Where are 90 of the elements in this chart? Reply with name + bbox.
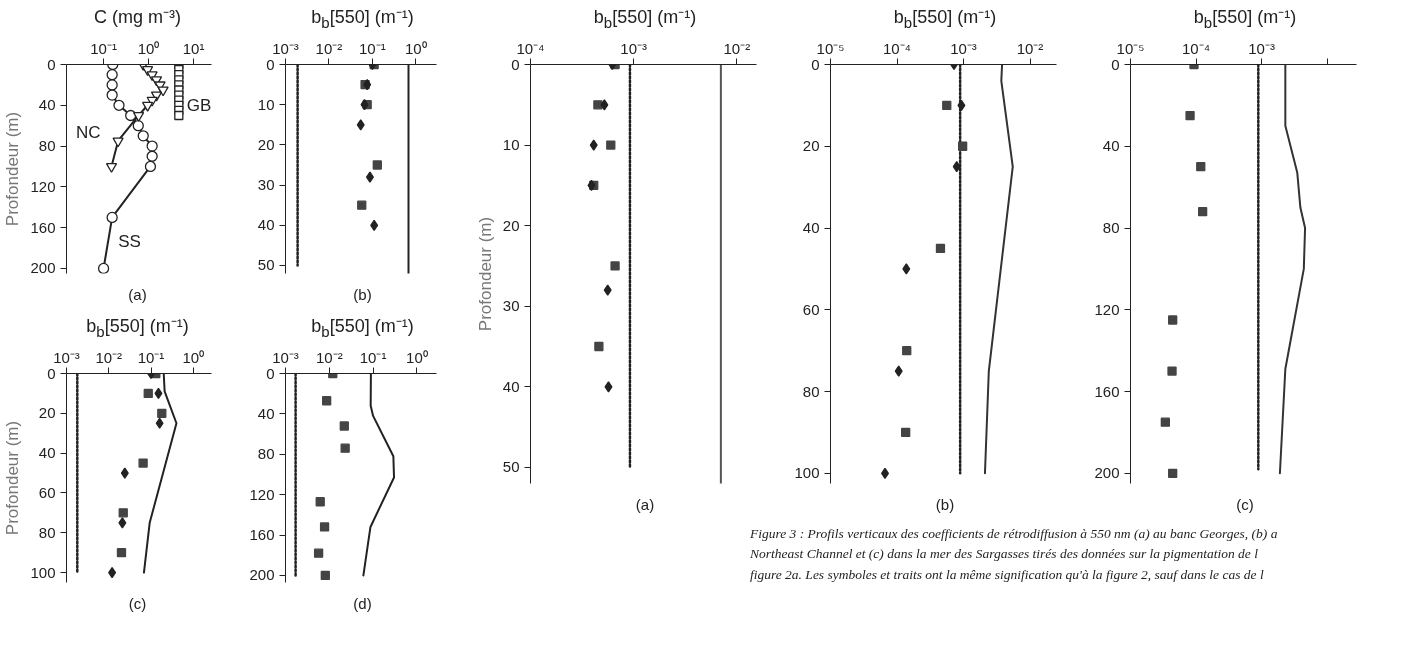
- x-tick-label: 10⁻³: [53, 348, 80, 366]
- y-tick-label: 80: [1102, 219, 1120, 237]
- y-tick-label: 50: [502, 458, 520, 476]
- y-tick-label: 40: [502, 377, 520, 395]
- x-tick-label: 10⁻¹: [359, 348, 387, 366]
- y-tick-label: 20: [38, 404, 56, 422]
- chart-title: b$_{b}$[550] (m⁻¹): [311, 6, 414, 31]
- y-axis-title: Profondeur (m): [3, 420, 23, 536]
- x-tick-label: 10⁰: [137, 39, 160, 57]
- x-tick-label: 10⁻⁴: [1182, 39, 1211, 57]
- x-tick-label: 10⁻⁵: [816, 39, 845, 57]
- y-tick-label: 0: [266, 364, 275, 382]
- y-tick-label: 0: [811, 55, 820, 73]
- y-tick-label: 40: [257, 216, 275, 234]
- x-tick-label: 10⁰: [406, 348, 428, 366]
- y-tick-label: 0: [266, 55, 275, 73]
- chart-title: b$_{b}$[550] (m⁻¹): [1193, 6, 1297, 31]
- x-tick-label: 10⁻¹: [90, 39, 117, 57]
- y-tick-label: 100: [794, 464, 820, 482]
- x-tick-label: 10⁻³: [272, 348, 299, 366]
- y-tick-label: 60: [802, 300, 820, 318]
- caption: figure 2a. Les symboles et traits ont la même signification qu'à la figure 2, sauf dans le cas de l: [750, 566, 1264, 582]
- x-axis-title: (a): [128, 285, 147, 305]
- x-axis-title: (b): [935, 495, 955, 515]
- y-tick-label: 80: [802, 382, 820, 400]
- x-tick-label: 10⁻³: [1248, 39, 1275, 57]
- y-tick-label: 40: [257, 404, 275, 422]
- x-axis-title: (c): [1236, 495, 1254, 515]
- x-tick-label: 10⁰: [182, 348, 205, 366]
- y-tick-label: 30: [502, 297, 520, 315]
- y-tick-label: 10: [257, 95, 275, 113]
- x-axis-title: (b): [353, 285, 372, 305]
- x-tick-label: 10⁻¹: [359, 39, 386, 57]
- y-tick-label: 0: [1111, 55, 1120, 73]
- series-label: NC: [76, 123, 101, 143]
- y-axis-title: Profondeur (m): [475, 216, 495, 332]
- x-tick-label: 10⁻²: [1016, 39, 1044, 57]
- y-tick-label: 30: [257, 176, 275, 194]
- text: Northeast Channel et (c) dans la mer des Sargasses tirés des données sur la pigmentation de l: [750, 546, 1258, 562]
- chart-title: b$_{b}$[550] (m⁻¹): [593, 6, 697, 31]
- y-tick-label: 120: [30, 177, 56, 195]
- y-tick-label: 160: [30, 218, 56, 236]
- caption: Figure 3 : Profils verticaux des coefficients de rétrodiffusion à 550 nm (a) au banc Georges, (b) a: [750, 526, 1278, 541]
- y-tick-label: 40: [38, 444, 56, 462]
- x-axis-title: (c): [128, 594, 147, 614]
- y-tick-label: 20: [502, 216, 520, 234]
- y-tick-label: 80: [38, 523, 56, 541]
- y-tick-label: 50: [257, 256, 275, 274]
- series-label: GB: [186, 95, 212, 115]
- x-tick-label: 10⁻²: [723, 39, 751, 57]
- x-tick-label: 10¹: [182, 39, 205, 57]
- chart-title: b$_{b}$[550] (m⁻¹): [311, 315, 414, 340]
- chart-title: C (mg m⁻³): [94, 6, 181, 29]
- y-tick-label: 120: [249, 485, 275, 503]
- x-tick-label: 10⁻⁵: [1116, 39, 1145, 57]
- y-tick-label: 60: [38, 483, 56, 501]
- y-tick-label: 120: [1094, 300, 1120, 318]
- x-tick-label: 10⁻³: [272, 39, 299, 57]
- chart-title: b$_{b}$[550] (m⁻¹): [86, 315, 189, 340]
- y-tick-label: 200: [1094, 464, 1120, 482]
- chart-title: b$_{b}$[550] (m⁻¹): [893, 6, 997, 31]
- y-tick-label: 10: [502, 136, 520, 154]
- x-tick-label: 10⁰: [404, 39, 427, 57]
- y-tick-label: 160: [1094, 382, 1120, 400]
- y-tick-label: 20: [257, 135, 275, 153]
- x-tick-label: 10⁻⁴: [882, 39, 912, 57]
- series-label: SS: [118, 231, 141, 251]
- y-tick-label: 40: [38, 96, 56, 114]
- y-axis-title: Profondeur (m): [3, 111, 23, 227]
- y-tick-label: 160: [249, 526, 275, 544]
- y-tick-label: 200: [249, 566, 275, 584]
- y-tick-label: 80: [38, 137, 56, 155]
- y-tick-label: 0: [47, 364, 56, 382]
- y-tick-label: 40: [802, 219, 820, 237]
- x-tick-label: 10⁻¹: [137, 348, 165, 366]
- x-tick-label: 10⁻³: [950, 39, 977, 57]
- x-axis-title: (d): [353, 594, 372, 614]
- x-tick-label: 10⁻²: [315, 39, 343, 57]
- x-tick-label: 10⁻⁴: [516, 39, 545, 57]
- y-tick-label: 100: [30, 563, 56, 581]
- y-tick-label: 20: [802, 137, 820, 155]
- x-tick-label: 10⁻³: [620, 39, 648, 57]
- y-tick-label: 200: [30, 259, 56, 277]
- y-tick-label: 40: [1102, 137, 1120, 155]
- y-tick-label: 0: [47, 55, 56, 73]
- x-tick-label: 10⁻²: [315, 348, 343, 366]
- x-tick-label: 10⁻²: [95, 348, 123, 366]
- y-tick-label: 80: [257, 445, 275, 463]
- x-axis-title: (a): [635, 495, 655, 515]
- y-tick-label: 0: [511, 55, 520, 73]
